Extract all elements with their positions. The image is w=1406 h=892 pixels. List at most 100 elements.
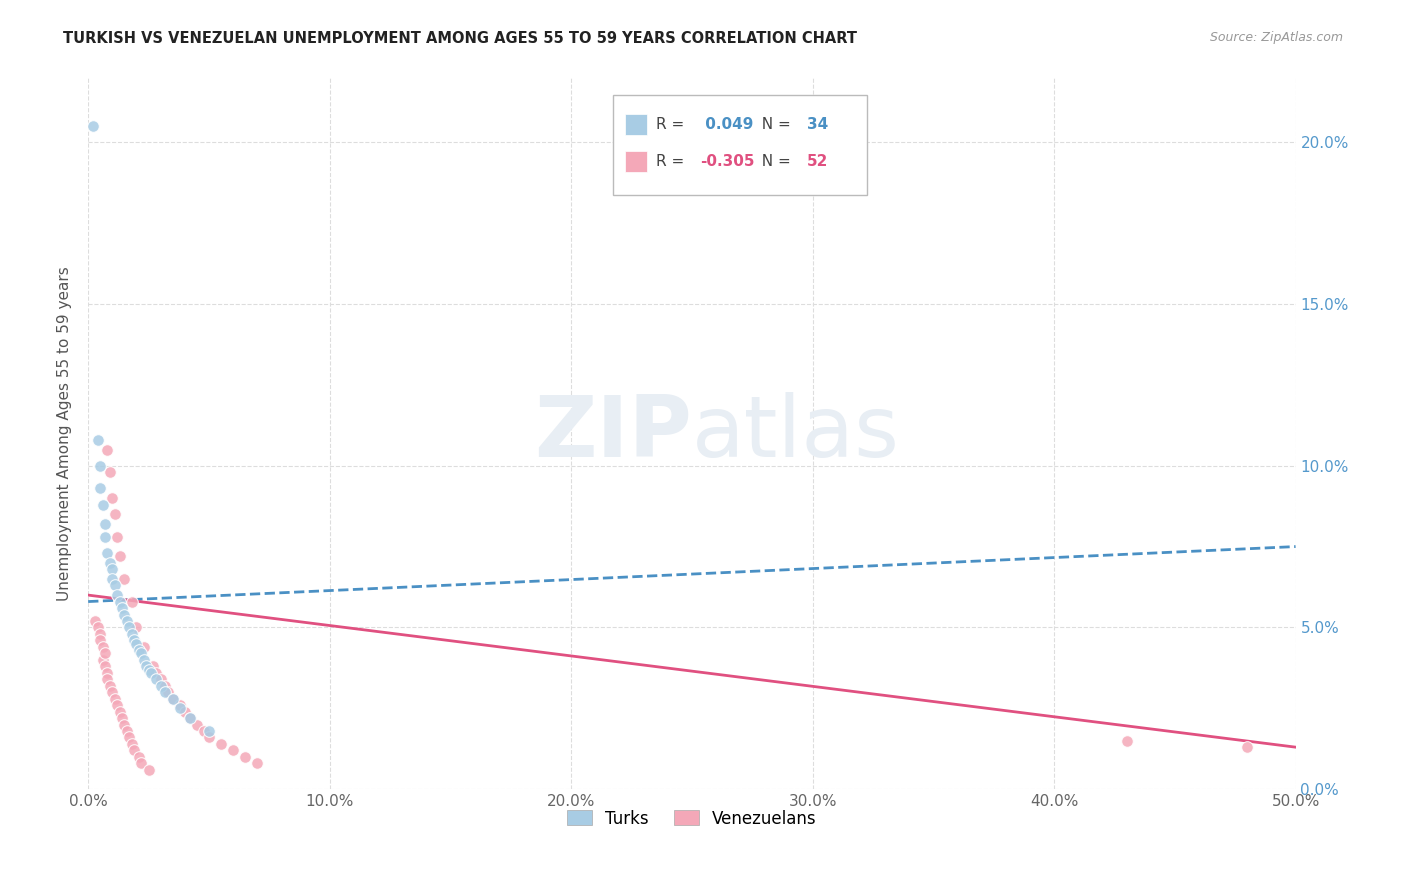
- Point: [222, 743, 245, 757]
- Text: -0.305: -0.305: [700, 154, 755, 169]
- FancyBboxPatch shape: [626, 114, 647, 135]
- Text: atlas: atlas: [692, 392, 900, 475]
- Point: [101, 572, 124, 586]
- Point: [125, 637, 148, 651]
- Point: [89, 481, 111, 495]
- Point: [87, 433, 110, 447]
- Point: [105, 530, 128, 544]
- Text: 34: 34: [807, 117, 828, 132]
- Point: [179, 711, 201, 725]
- Point: [115, 614, 138, 628]
- Point: [209, 737, 232, 751]
- Point: [104, 691, 127, 706]
- Point: [156, 685, 179, 699]
- Point: [132, 653, 155, 667]
- Point: [233, 750, 256, 764]
- Point: [118, 620, 141, 634]
- Point: [246, 756, 269, 771]
- Point: [112, 607, 135, 622]
- Point: [162, 691, 184, 706]
- Point: [112, 717, 135, 731]
- Point: [104, 507, 127, 521]
- Point: [169, 698, 191, 712]
- Point: [101, 562, 124, 576]
- Text: TURKISH VS VENEZUELAN UNEMPLOYMENT AMONG AGES 55 TO 59 YEARS CORRELATION CHART: TURKISH VS VENEZUELAN UNEMPLOYMENT AMONG…: [63, 31, 858, 46]
- Point: [111, 601, 134, 615]
- Point: [1115, 733, 1137, 747]
- Point: [138, 663, 160, 677]
- Point: [155, 685, 177, 699]
- Point: [91, 498, 114, 512]
- Point: [105, 698, 128, 712]
- Point: [198, 723, 221, 738]
- Point: [82, 119, 104, 133]
- Point: [108, 705, 131, 719]
- Point: [121, 627, 143, 641]
- Point: [129, 756, 152, 771]
- Text: ZIP: ZIP: [534, 392, 692, 475]
- Point: [149, 679, 172, 693]
- Point: [91, 653, 114, 667]
- Point: [118, 731, 141, 745]
- Point: [104, 578, 127, 592]
- Point: [128, 643, 150, 657]
- Point: [101, 491, 124, 505]
- Point: [108, 549, 131, 564]
- Point: [139, 665, 162, 680]
- Point: [155, 679, 177, 693]
- Point: [89, 458, 111, 473]
- Point: [169, 701, 191, 715]
- Point: [96, 665, 118, 680]
- Point: [193, 723, 215, 738]
- Legend: Turks, Venezuelans: Turks, Venezuelans: [560, 803, 824, 834]
- Point: [121, 737, 143, 751]
- Point: [145, 665, 167, 680]
- Point: [122, 633, 145, 648]
- Point: [198, 731, 221, 745]
- Text: R =: R =: [655, 154, 689, 169]
- Point: [145, 672, 167, 686]
- Point: [128, 750, 150, 764]
- Point: [115, 723, 138, 738]
- Y-axis label: Unemployment Among Ages 55 to 59 years: Unemployment Among Ages 55 to 59 years: [58, 266, 72, 600]
- Text: N =: N =: [752, 154, 796, 169]
- Point: [94, 646, 117, 660]
- Point: [98, 679, 121, 693]
- Point: [162, 691, 184, 706]
- Point: [91, 640, 114, 654]
- Text: 0.049: 0.049: [700, 117, 754, 132]
- Point: [138, 763, 160, 777]
- Point: [179, 711, 201, 725]
- FancyBboxPatch shape: [626, 151, 647, 172]
- Point: [121, 594, 143, 608]
- Point: [129, 646, 152, 660]
- Point: [111, 711, 134, 725]
- Point: [96, 442, 118, 457]
- Text: R =: R =: [655, 117, 689, 132]
- Point: [149, 672, 172, 686]
- Text: Source: ZipAtlas.com: Source: ZipAtlas.com: [1209, 31, 1343, 45]
- Point: [108, 594, 131, 608]
- Point: [132, 640, 155, 654]
- Point: [96, 546, 118, 560]
- Point: [105, 588, 128, 602]
- Point: [125, 620, 148, 634]
- Point: [101, 685, 124, 699]
- Point: [89, 627, 111, 641]
- Point: [112, 572, 135, 586]
- Point: [94, 530, 117, 544]
- Point: [186, 717, 208, 731]
- Point: [87, 620, 110, 634]
- Point: [98, 465, 121, 479]
- Point: [142, 659, 165, 673]
- Text: N =: N =: [752, 117, 796, 132]
- Point: [135, 659, 157, 673]
- Point: [94, 659, 117, 673]
- Point: [1236, 740, 1258, 755]
- FancyBboxPatch shape: [613, 95, 868, 194]
- Point: [122, 743, 145, 757]
- Point: [84, 614, 107, 628]
- Point: [98, 556, 121, 570]
- Text: 52: 52: [807, 154, 828, 169]
- Point: [94, 516, 117, 531]
